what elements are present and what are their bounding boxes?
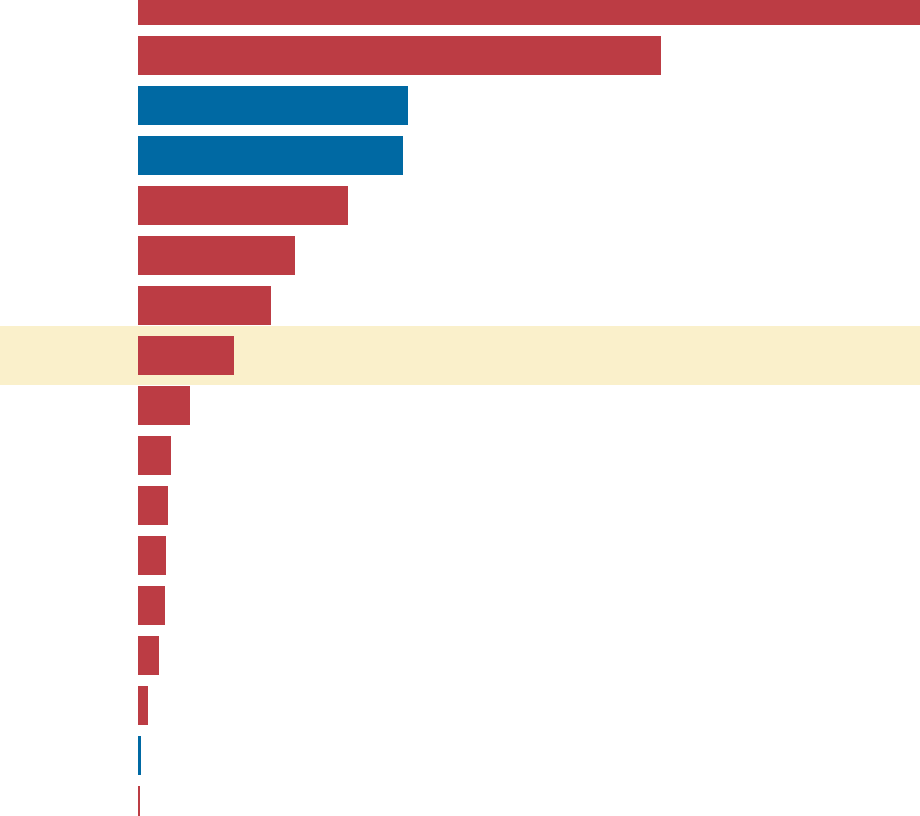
bar: [138, 686, 148, 725]
chart-row[interactable]: [0, 81, 920, 131]
bar: [138, 136, 403, 175]
bar: [138, 236, 295, 275]
bar: [138, 336, 234, 375]
chart-row[interactable]: [0, 231, 920, 281]
bar: [138, 586, 165, 625]
bar: [138, 286, 271, 325]
chart-row[interactable]: [0, 731, 920, 781]
chart-row[interactable]: [0, 581, 920, 631]
chart-row[interactable]: [0, 181, 920, 231]
chart-row[interactable]: [0, 331, 920, 381]
bar: [138, 186, 348, 225]
chart-row[interactable]: [0, 0, 920, 31]
bar: [138, 86, 408, 125]
chart-row[interactable]: [0, 481, 920, 531]
bar: [138, 636, 159, 675]
bar: [138, 786, 140, 816]
bar: [138, 536, 166, 575]
chart-row[interactable]: [0, 631, 920, 681]
chart-row[interactable]: [0, 431, 920, 481]
chart-row[interactable]: [0, 531, 920, 581]
chart-row[interactable]: [0, 781, 920, 816]
bar: [138, 36, 661, 75]
bar: [138, 436, 171, 475]
bar: [138, 0, 920, 25]
chart-row[interactable]: [0, 31, 920, 81]
bar: [138, 736, 141, 775]
chart-row[interactable]: [0, 381, 920, 431]
chart-row[interactable]: [0, 281, 920, 331]
chart-row[interactable]: [0, 681, 920, 731]
bar: [138, 386, 190, 425]
bar: [138, 486, 168, 525]
chart-row[interactable]: [0, 131, 920, 181]
